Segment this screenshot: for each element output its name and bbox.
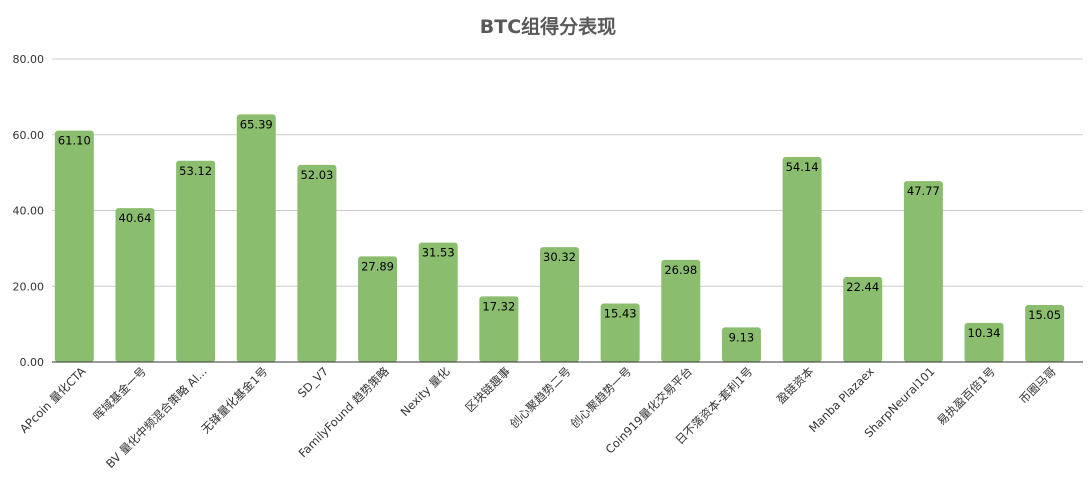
bar — [600, 303, 640, 362]
data-label: 17.32 — [482, 299, 515, 313]
x-tick-label: BV 量化中频混合策略 Al... — [103, 364, 210, 471]
x-tick-label: Nexity 量化 — [398, 364, 453, 419]
data-label: 65.39 — [240, 117, 273, 131]
data-label: 26.98 — [664, 263, 697, 277]
bar — [418, 242, 458, 362]
bar — [358, 256, 398, 362]
bar — [479, 296, 519, 362]
y-axis-ticks: 0.00 20.00 40.00 60.00 80.00 — [13, 53, 45, 369]
bar — [540, 247, 579, 362]
x-tick-label: 无锋量化基金1号 — [198, 364, 270, 436]
data-label: 53.12 — [179, 164, 212, 178]
x-tick-label: 区块链趣事 — [462, 364, 513, 415]
x-tick-label: 盈链资本 — [774, 364, 817, 407]
data-label: 54.14 — [786, 160, 819, 174]
data-label: 47.77 — [907, 184, 940, 198]
data-label: 22.44 — [846, 280, 879, 294]
y-tick-label: 40.00 — [13, 205, 45, 218]
x-tick-label: 创心聚趋势二号 — [507, 364, 574, 431]
data-label: 15.05 — [1028, 308, 1061, 322]
bar — [54, 130, 94, 362]
bar — [782, 156, 822, 362]
data-label: 10.34 — [968, 326, 1001, 340]
data-label: 27.89 — [361, 259, 394, 273]
data-label: 61.10 — [58, 134, 91, 148]
bar — [115, 208, 155, 362]
bar — [903, 181, 943, 362]
bar — [661, 259, 701, 362]
data-label: 52.03 — [300, 168, 333, 182]
bar — [964, 322, 1004, 362]
bar — [721, 327, 761, 362]
bar — [1025, 304, 1065, 362]
chart-title: BTC组得分表现 — [480, 15, 616, 38]
data-label: 40.64 — [119, 211, 152, 225]
x-tick-label: 创心聚趋势一号 — [567, 364, 634, 431]
x-tick-label: 易执盈百倍1号 — [934, 364, 998, 428]
data-label: 9.13 — [729, 330, 755, 344]
x-tick-label: 币圈马哥 — [1016, 364, 1058, 406]
data-label: 30.32 — [543, 250, 576, 264]
bar — [297, 164, 337, 362]
x-tick-label: APcoin 量化CTA — [17, 364, 89, 436]
x-tick-label: SD_V7 — [295, 364, 331, 400]
y-tick-label: 0.00 — [20, 356, 45, 369]
data-label: 31.53 — [422, 246, 455, 260]
data-labels: 61.10 40.64 53.12 65.39 52.03 27.89 31.53 17.32… — [58, 117, 1061, 344]
y-tick-label: 80.00 — [13, 53, 45, 66]
data-label: 15.43 — [604, 307, 637, 321]
bar — [236, 114, 276, 362]
bars — [54, 114, 1065, 362]
y-tick-label: 60.00 — [13, 129, 45, 142]
x-tick-label: 晖域基金一号 — [90, 364, 149, 423]
y-tick-label: 20.00 — [13, 280, 45, 293]
bar — [843, 277, 883, 362]
bar — [176, 160, 216, 362]
